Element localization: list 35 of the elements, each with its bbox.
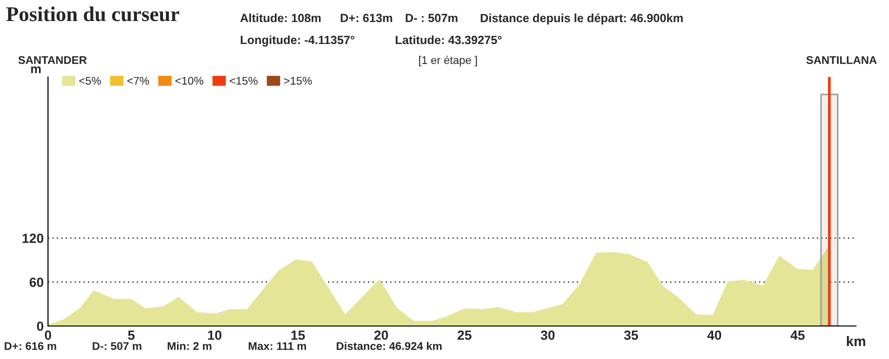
legend-label: <7% [127,76,149,85]
text: Altitude: 108m [240,14,321,22]
y-axis-title: m [31,66,41,74]
x-tick-label: 5 [128,330,135,340]
x-tick-label: 10 [208,330,222,340]
x-tick-label: 25 [458,330,472,340]
text: Latitude: 43.39275° [396,36,502,44]
chart-subtitle: [1 er étape ] [419,56,477,66]
x-tick-label: 45 [790,330,805,340]
x-tick-label: 15 [291,330,305,340]
legend-label: <5% [79,76,101,85]
text: D- : 507m [406,14,458,22]
text: Max: 111 m [248,342,306,350]
text: SANTANDER [18,56,87,64]
text: D+: 613m [340,14,392,22]
text: Distance depuis le départ: 46.900km [480,13,683,25]
x-tick-label: 0 [44,330,52,340]
legend-label: >15% [284,76,312,85]
y-tick-label: 120 [22,234,44,244]
x-tick-label: 40 [707,330,722,340]
y-tick-label: 0 [37,322,44,331]
legend-label: <10% [175,76,204,85]
text: Distance: 46.924 km [336,342,442,350]
legend-label: <15% [230,76,258,85]
x-axis-title: km [846,336,866,346]
text: D-: 507 m [92,342,142,350]
y-tick-label: 60 [30,278,44,287]
x-tick-label: 35 [624,330,638,340]
chart-title: Position du curseur [6,6,180,22]
x-tick-label: 20 [374,330,388,340]
x-tick-label: 30 [540,330,555,340]
text: D+: 616 m [4,342,56,350]
text: SANTILLANA [806,56,877,64]
text: Min: 2 m [168,342,212,350]
text: Longitude: -4.11357° [240,35,354,47]
